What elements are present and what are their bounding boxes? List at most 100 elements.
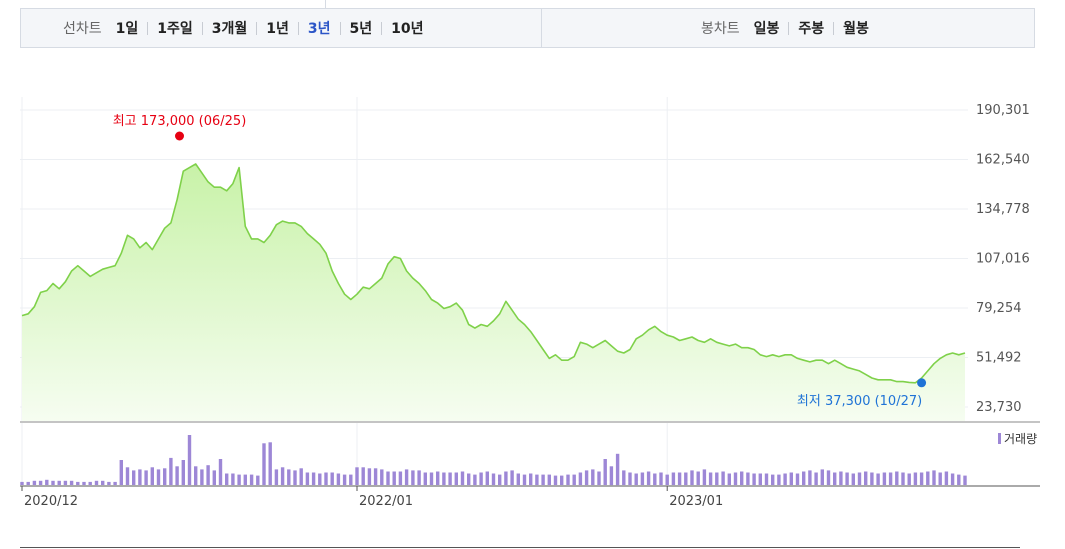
volume-bar <box>51 480 55 485</box>
volume-bar <box>342 474 347 485</box>
volume-bar <box>107 481 111 485</box>
volume-bar <box>32 480 37 485</box>
volume-bar <box>715 472 719 485</box>
volume-bar <box>225 473 229 485</box>
volume-bar <box>615 453 620 486</box>
separator <box>297 21 299 35</box>
volume-bar <box>404 469 409 485</box>
volume-bar <box>926 471 930 485</box>
volume-bar <box>944 471 949 485</box>
bottom-line <box>20 547 1020 548</box>
volume-bar <box>212 470 216 485</box>
y-tick-label: 23,730 <box>976 400 1022 415</box>
volume-bar <box>584 470 589 485</box>
volume-bar <box>740 471 744 485</box>
tab-3-years[interactable]: 3년 <box>307 21 331 37</box>
tab-1-year[interactable]: 1년 <box>266 21 289 37</box>
volume-bar <box>771 474 775 485</box>
x-tick-label: 2022/01 <box>359 494 413 509</box>
tab-10-years[interactable]: 10년 <box>391 21 424 37</box>
volume-bar <box>380 469 384 485</box>
volume-bar <box>280 467 285 485</box>
volume-bar <box>665 474 669 485</box>
volume-bar <box>256 475 260 485</box>
volume-bar <box>473 474 477 485</box>
volume-bar <box>950 473 955 485</box>
volume-bar <box>330 472 334 485</box>
volume-bar <box>169 457 173 485</box>
volume-bar <box>789 472 793 485</box>
volume-bar <box>845 472 849 485</box>
volume-bar <box>69 480 74 485</box>
tab-weekly-candle[interactable]: 주봉 <box>798 21 825 37</box>
volume-bar <box>45 479 49 485</box>
x-tick-label: 2020/12 <box>24 494 78 509</box>
tab-1-day[interactable]: 1일 <box>115 21 139 37</box>
volume-bar <box>684 472 688 485</box>
line-chart-label: 선차트 <box>63 21 102 37</box>
volume-bar <box>708 472 713 485</box>
volume-bar <box>156 469 161 485</box>
volume-bar <box>349 474 353 485</box>
volume-bar <box>460 471 465 485</box>
tab-5-years[interactable]: 5년 <box>349 21 373 37</box>
volume-bar <box>764 473 769 485</box>
volume-bar <box>560 475 564 485</box>
tab-1-week[interactable]: 1주일 <box>157 21 193 37</box>
separator <box>147 21 149 35</box>
volume-bar <box>653 473 657 485</box>
separator <box>256 21 258 35</box>
volume-bar <box>628 472 632 485</box>
volume-bar <box>783 473 787 485</box>
volume-bar <box>355 467 359 485</box>
volume-bar <box>659 472 663 485</box>
stock-price-chart: 190,301 162,540 134,778 107,016 79,254 51,492… <box>20 97 1040 509</box>
tab-divider <box>541 9 542 47</box>
volume-bar <box>826 470 831 485</box>
volume-bar <box>895 471 899 485</box>
y-tick-label: 79,254 <box>976 301 1022 316</box>
volume-bar <box>802 471 806 485</box>
volume-bar <box>510 470 514 485</box>
y-tick-label: 134,778 <box>976 202 1030 217</box>
volume-bar <box>175 466 179 486</box>
volume-bar <box>907 473 911 485</box>
max-price-marker <box>175 131 185 141</box>
tab-daily-candle[interactable]: 일봉 <box>753 21 780 37</box>
volume-bar <box>609 466 614 486</box>
volume-bar <box>522 474 527 485</box>
volume-bar <box>94 480 99 485</box>
annotations: 최고 173,000 (06/25) 최저 37,300 (10/27) <box>113 114 927 409</box>
tab-monthly-candle[interactable]: 월봉 <box>843 21 869 37</box>
y-tick-label: 51,492 <box>976 350 1022 365</box>
volume-bar <box>113 481 117 485</box>
volume-bar <box>851 473 855 485</box>
volume-bar <box>733 472 738 485</box>
volume-bar <box>646 471 651 485</box>
volume-bar <box>163 468 167 485</box>
y-tick-label: 162,540 <box>976 152 1030 167</box>
volume-bar <box>467 473 471 485</box>
volume-bar <box>864 471 868 485</box>
volume-bar <box>702 469 707 485</box>
volume-bar <box>287 469 291 485</box>
volume-bar <box>20 481 24 485</box>
volume-bar <box>820 469 824 485</box>
volume-bar <box>442 472 446 485</box>
y-axis-ticks: 190,301 162,540 134,778 107,016 79,254 51,492… <box>976 103 1030 415</box>
min-price-marker <box>917 378 927 388</box>
tab-3-months[interactable]: 3개월 <box>211 21 248 37</box>
volume-legend-swatch <box>998 433 1001 444</box>
y-tick-label: 107,016 <box>976 251 1030 266</box>
volume-bar <box>535 474 539 485</box>
volume-bar <box>547 474 551 485</box>
candle-chart-label: 봉차트 <box>701 21 740 37</box>
volume-bar <box>963 475 967 485</box>
candle-chart-group: 봉차트 일봉 주봉 월봉 <box>701 9 869 47</box>
volume-bar <box>777 474 781 485</box>
volume-bar <box>634 473 638 485</box>
volume-bar <box>498 474 502 485</box>
volume-bar <box>398 471 403 485</box>
volume-bar <box>138 469 142 485</box>
volume-bar <box>566 474 570 485</box>
